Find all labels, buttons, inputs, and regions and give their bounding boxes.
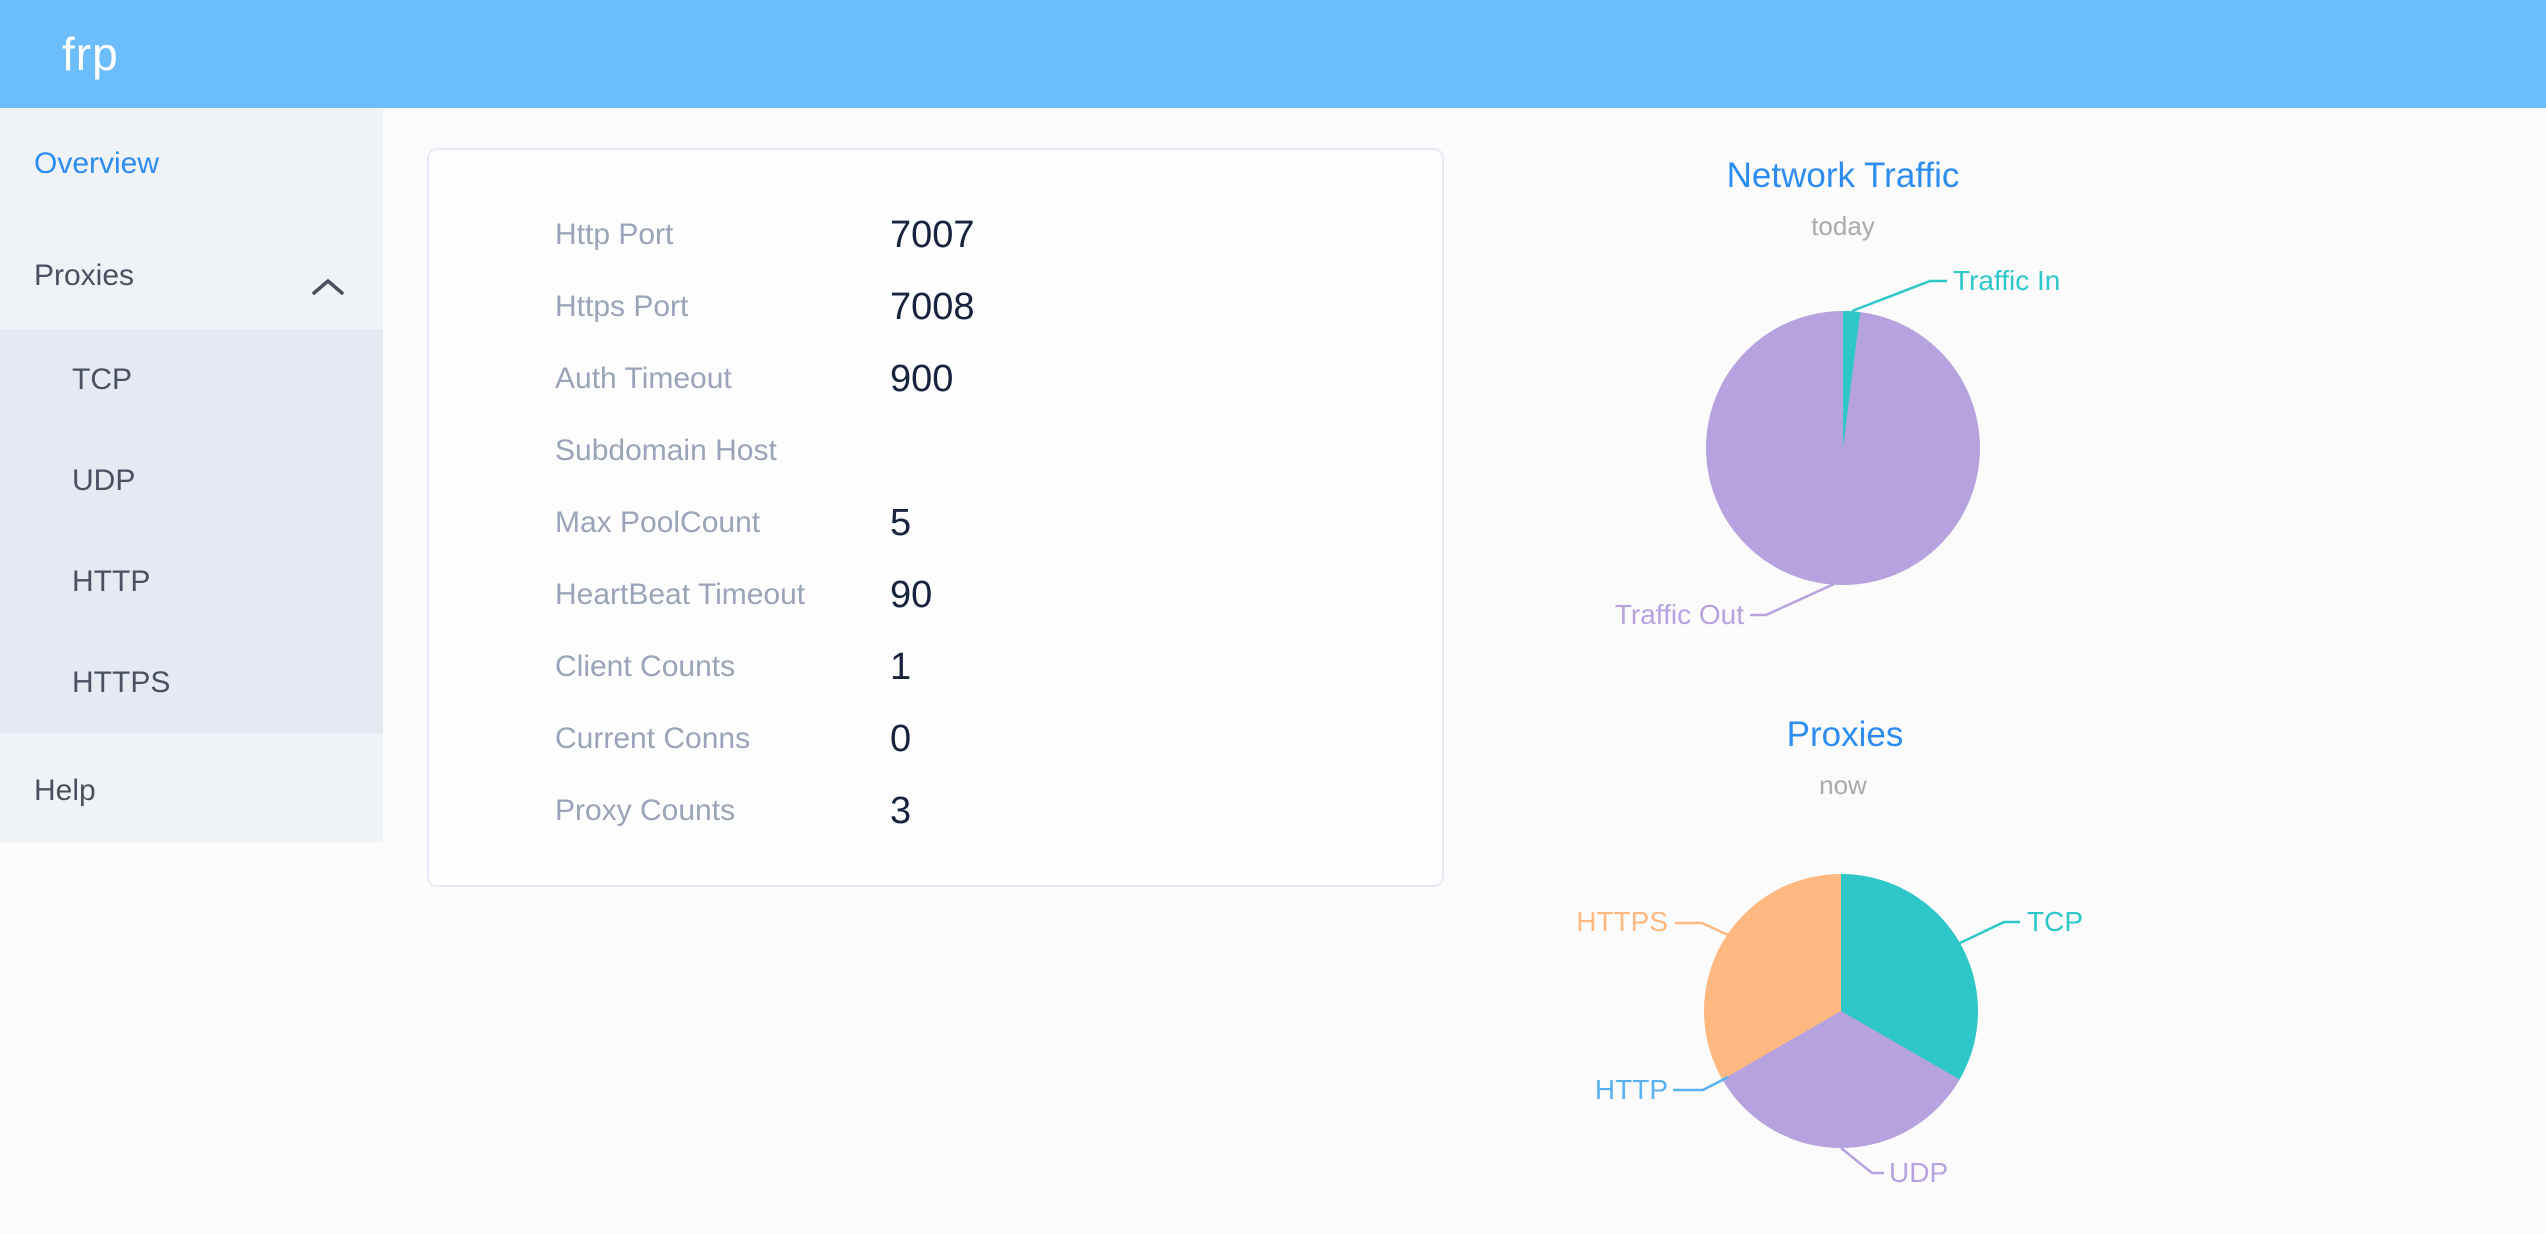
sidebar-item-proxies[interactable]: Proxies (0, 246, 383, 306)
row-value: 5 (890, 501, 912, 544)
proxies-chart-subtitle: now (1819, 770, 1867, 800)
https-slice-label: HTTPS (1576, 906, 1668, 937)
row-label: Client Counts (555, 650, 736, 683)
sidebar-item-overview[interactable]: Overview (34, 147, 160, 180)
udp-slice-label: UDP (1889, 1157, 1949, 1188)
http-slice-label: HTTP (1594, 1074, 1668, 1105)
row-label: Auth Timeout (555, 362, 732, 395)
table-row: Client Counts 1 (429, 631, 1442, 703)
row-label: HeartBeat Timeout (555, 578, 806, 611)
sidebar-item-http[interactable]: HTTP (72, 565, 151, 598)
table-row: Max PoolCount 5 (429, 487, 1442, 559)
table-row: Proxy Counts 3 (429, 775, 1442, 847)
app-logo: frp (62, 28, 119, 80)
sidebar: Overview Proxies TCP UDP HTTP HTTPS Help (0, 108, 383, 842)
network-traffic-subtitle: today (1811, 211, 1875, 241)
tcp-slice-label: TCP (2027, 906, 2083, 937)
table-row: Https Port 7008 (429, 271, 1442, 343)
row-value: 7007 (890, 213, 975, 256)
row-label: Subdomain Host (555, 434, 777, 467)
row-label: Current Conns (555, 722, 751, 755)
row-value: 0 (890, 717, 912, 760)
chevron-up-icon[interactable] (311, 270, 345, 295)
sidebar-item-proxies-label: Proxies (34, 259, 135, 292)
table-row: Http Port 7007 (429, 199, 1442, 271)
table-row: Auth Timeout 900 (429, 343, 1442, 415)
traffic-out-label: Traffic Out (1614, 599, 1744, 630)
proxies-chart-title: Proxies (1786, 715, 1904, 754)
row-label: Proxy Counts (555, 794, 736, 827)
row-value: 1 (890, 645, 912, 688)
app-header: frp (0, 0, 2546, 108)
table-row: Subdomain Host (429, 415, 1442, 487)
row-value: 900 (890, 357, 954, 400)
row-value: 3 (890, 789, 912, 832)
table-row: HeartBeat Timeout 90 (429, 559, 1442, 631)
proxies-submenu: TCP UDP HTTP HTTPS (0, 329, 383, 733)
network-traffic-title: Network Traffic (1726, 156, 1960, 195)
table-row: Current Conns 0 (429, 703, 1442, 775)
row-label: Max PoolCount (555, 506, 761, 539)
network-traffic-pie[interactable] (1706, 311, 1980, 585)
sidebar-item-udp[interactable]: UDP (72, 464, 136, 497)
server-info-card: Http Port 7007 Https Port 7008 Auth Time… (427, 148, 1444, 887)
traffic-in-label: Traffic In (1953, 265, 2061, 296)
row-label: Https Port (555, 290, 689, 323)
sidebar-item-help[interactable]: Help (34, 774, 96, 807)
sidebar-item-tcp[interactable]: TCP (72, 363, 132, 396)
proxies-pie[interactable] (1704, 874, 1978, 1148)
sidebar-item-https[interactable]: HTTPS (72, 666, 171, 699)
row-value: 7008 (890, 285, 975, 328)
row-label: Http Port (555, 218, 674, 251)
server-info-rows: Http Port 7007 Https Port 7008 Auth Time… (429, 199, 1442, 847)
row-value: 90 (890, 573, 933, 616)
